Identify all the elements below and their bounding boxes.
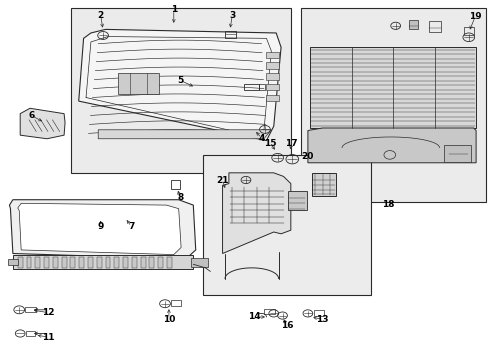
Bar [44, 257, 49, 268]
Bar [266, 73, 278, 80]
Bar [166, 257, 171, 268]
Text: 18: 18 [381, 200, 394, 209]
Bar [132, 257, 137, 268]
Bar [71, 8, 290, 173]
Bar [13, 255, 193, 269]
Bar [25, 307, 36, 312]
Bar [26, 331, 35, 336]
Polygon shape [9, 200, 195, 259]
Bar [8, 259, 18, 265]
Text: 5: 5 [177, 76, 183, 85]
Text: 3: 3 [229, 10, 235, 19]
Text: 20: 20 [301, 152, 313, 161]
Text: 17: 17 [285, 139, 298, 148]
Bar [244, 84, 259, 90]
Bar [310, 47, 475, 128]
Text: 7: 7 [128, 222, 134, 231]
Bar [79, 257, 84, 268]
Text: 19: 19 [468, 12, 481, 21]
Polygon shape [18, 203, 181, 255]
Bar [123, 257, 128, 268]
Bar [264, 309, 274, 315]
Bar [35, 257, 40, 268]
Polygon shape [79, 30, 281, 140]
Bar [105, 257, 110, 268]
Bar [70, 257, 75, 268]
Text: 1: 1 [170, 5, 177, 14]
Bar [266, 51, 278, 58]
Bar [53, 257, 58, 268]
Bar [61, 257, 66, 268]
Text: 11: 11 [42, 333, 55, 342]
Text: 10: 10 [163, 315, 175, 324]
Polygon shape [98, 130, 271, 139]
Bar [408, 21, 417, 30]
Text: 13: 13 [316, 315, 328, 324]
Bar [158, 257, 163, 268]
Polygon shape [20, 108, 65, 139]
Polygon shape [222, 173, 290, 253]
Bar [18, 257, 22, 268]
Bar [266, 84, 278, 90]
Bar [171, 301, 181, 306]
Text: 15: 15 [264, 139, 276, 148]
Text: 4: 4 [258, 134, 264, 143]
Bar [118, 73, 159, 94]
Bar [428, 21, 440, 32]
Text: 9: 9 [97, 222, 103, 231]
Text: 21: 21 [216, 176, 228, 185]
Text: 12: 12 [42, 308, 55, 317]
Text: 8: 8 [177, 193, 183, 202]
Bar [300, 8, 485, 202]
Bar [311, 173, 335, 196]
Bar [141, 257, 145, 268]
Bar [190, 258, 207, 267]
Bar [444, 145, 470, 162]
Bar [97, 257, 102, 268]
Bar [313, 310, 324, 316]
Bar [224, 31, 235, 38]
Text: 16: 16 [281, 321, 293, 330]
Text: 2: 2 [97, 10, 103, 19]
Bar [266, 62, 278, 69]
Bar [88, 257, 93, 268]
Bar [203, 155, 370, 295]
Bar [288, 191, 306, 211]
Bar [463, 27, 473, 35]
Text: 6: 6 [28, 111, 35, 120]
Bar [259, 84, 264, 90]
Bar [114, 257, 119, 268]
Polygon shape [307, 128, 475, 163]
Bar [149, 257, 154, 268]
Bar [26, 257, 31, 268]
Bar [171, 180, 180, 189]
Text: 14: 14 [247, 312, 260, 321]
Bar [266, 95, 278, 101]
